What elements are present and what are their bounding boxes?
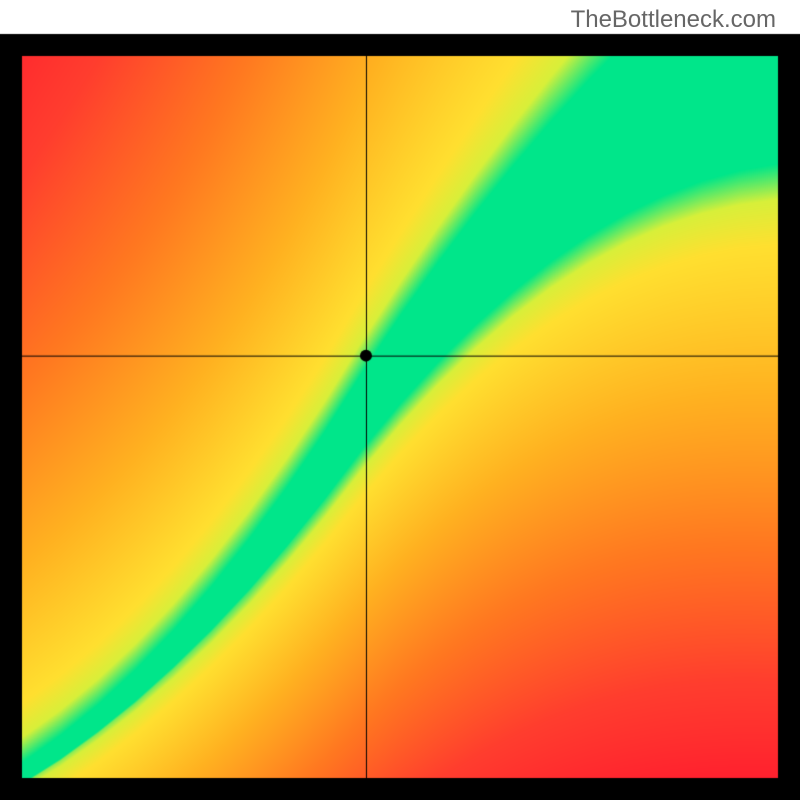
bottleneck-heatmap (0, 0, 800, 800)
chart-container: TheBottleneck.com (0, 0, 800, 800)
watermark-text: TheBottleneck.com (571, 6, 776, 34)
